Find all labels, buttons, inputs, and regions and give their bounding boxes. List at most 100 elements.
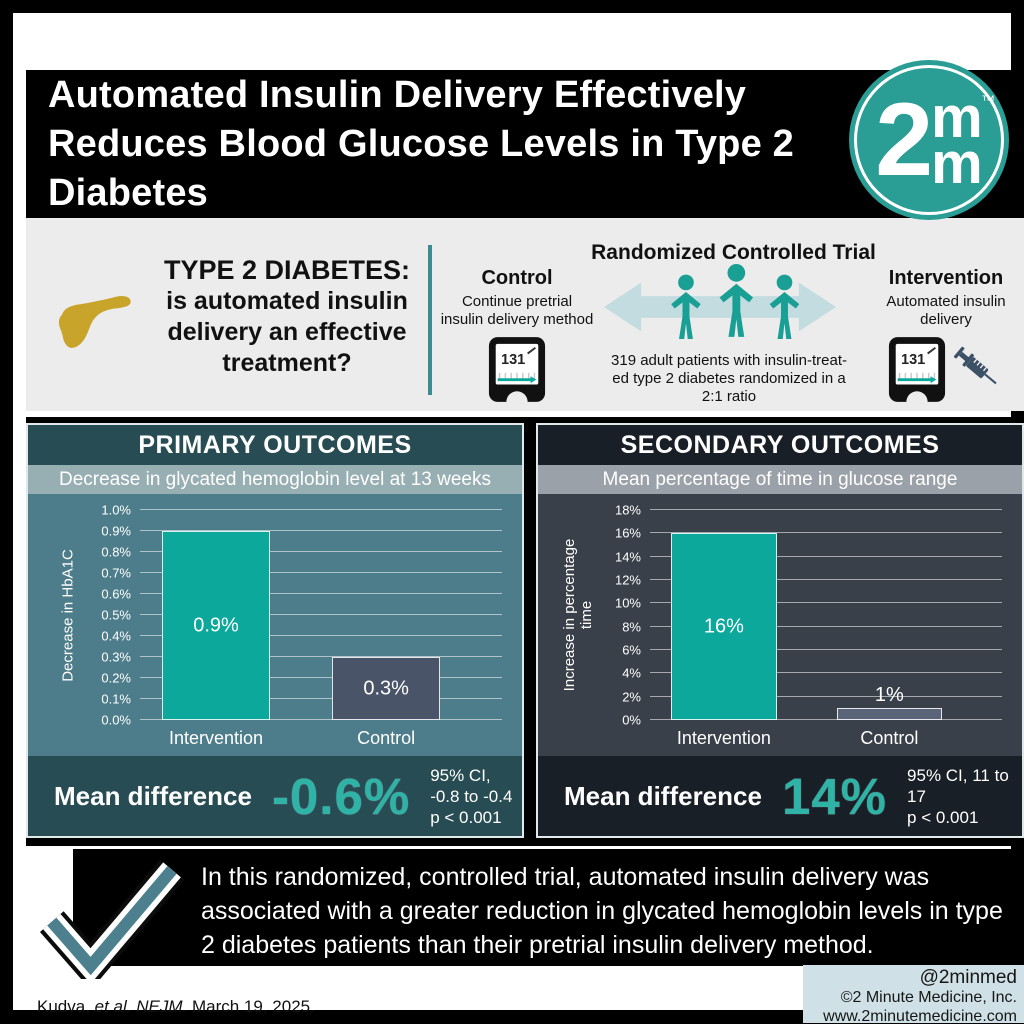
bar-intervention: 0.9% <box>161 531 271 720</box>
intervention-arm: Intervention Automated insulin delivery … <box>871 267 1021 404</box>
gridline <box>650 695 1002 697</box>
p-value: p < 0.001 <box>907 807 979 827</box>
bar-control: 0.3% <box>331 657 441 720</box>
y-tick-label: 2% <box>622 689 641 705</box>
confidence-interval: 95% CI, 11 to 17 p < 0.001 <box>907 765 1022 828</box>
syringe-icon <box>953 346 997 385</box>
gridline <box>650 579 1002 581</box>
secondary-outcomes-panel: SECONDARY OUTCOMES Mean percentage of ti… <box>536 423 1024 838</box>
y-tick-label: 18% <box>614 502 641 518</box>
secondary-outcomes-header: SECONDARY OUTCOMES <box>538 425 1022 465</box>
primary-outcomes-header: PRIMARY OUTCOMES <box>28 425 522 465</box>
glucose-monitor-icon: 131 <box>488 337 546 402</box>
intervention-description: Automated insulin delivery <box>886 293 1006 328</box>
gridline <box>650 509 1002 510</box>
section-divider <box>428 245 432 395</box>
logo-ring <box>854 65 1004 215</box>
mean-difference-value: 14% <box>781 767 888 825</box>
primary-chart: Decrease in HbA1C 0.0% 0.1% 0.2% 0.3% 0.4% 0.… <box>28 494 522 756</box>
y-tick-label: 0.9% <box>101 523 131 539</box>
bar-value-label: 1% <box>874 684 904 707</box>
gridline <box>650 625 1002 627</box>
website-url: www.2minutemedicine.com <box>823 1008 1017 1024</box>
gridline <box>140 719 502 720</box>
gridline <box>140 530 502 531</box>
gridline <box>140 698 502 699</box>
gridline <box>140 593 502 594</box>
y-tick-label: 0.5% <box>101 607 131 623</box>
study-overview-section: TYPE 2 DIABETES: is automated insulin de… <box>26 218 1024 411</box>
bar-intervention: 16% <box>671 533 777 720</box>
ci-text: 95% CI, 11 to 17 <box>907 765 1009 806</box>
gridline <box>650 555 1002 557</box>
y-tick-label: 0.1% <box>101 691 131 707</box>
plot-area: 0.0% 0.1% 0.2% 0.3% 0.4% 0.5% 0.6% 0.7% 0.8% 0.9%… <box>101 503 502 748</box>
credits-box: @2minmed ©2 Minute Medicine, Inc. www.2m… <box>803 965 1024 1024</box>
double-arrow-icon <box>604 282 836 332</box>
y-tick-label: 8% <box>622 619 641 635</box>
gridline <box>650 532 1002 534</box>
social-handle: @2minmed <box>919 967 1017 988</box>
y-tick-label: 1.0% <box>101 502 131 518</box>
charts-section: PRIMARY OUTCOMES Decrease in glycated he… <box>26 417 1024 846</box>
gridline <box>140 635 502 636</box>
citation-date: March 19, 2025. <box>187 997 315 1016</box>
logo-text: 2 m m <box>849 60 1009 220</box>
mean-difference-band: Mean difference -0.6% 95% CI, -0.8 to -0… <box>28 756 522 836</box>
control-arm: Control Continue pretrial insulin delive… <box>439 267 595 404</box>
mean-difference-value: -0.6% <box>271 767 411 825</box>
x-category-label: Control <box>860 728 919 748</box>
logo-numeral: 2 <box>875 82 933 198</box>
gridline <box>650 672 1002 674</box>
intervention-label: Intervention <box>888 267 1004 289</box>
question-block: TYPE 2 DIABETES: is automated insulin de… <box>148 254 426 379</box>
copyright-text: ©2 Minute Medicine, Inc. <box>840 989 1017 1006</box>
gridline <box>650 649 1002 651</box>
y-tick-label: 6% <box>622 642 641 658</box>
citation-journal: et al. NEJM. <box>94 997 188 1016</box>
plot-area: 0% 2% 4% 6% 8% 10% 12% 14% 16% 18% 16% Intervention… <box>615 503 1002 748</box>
gridline <box>140 656 502 657</box>
page-title-line: Automated Insulin Delivery Effectively <box>48 74 747 116</box>
2mm-logo: 2 m m ™ <box>849 60 1009 220</box>
y-axis-title-wrap: Increase in percentage time <box>538 510 618 720</box>
y-tick-label: 0.4% <box>101 628 131 644</box>
randomization-line: 2:1 ratio <box>701 388 757 405</box>
y-tick-label: 0.8% <box>101 544 131 560</box>
x-category-label: Intervention <box>168 728 264 748</box>
gridline <box>140 677 502 678</box>
patients-icon <box>671 264 800 339</box>
y-tick-label: 0.0% <box>101 712 131 728</box>
y-tick-label: 0.6% <box>101 586 131 602</box>
y-axis-title: Decrease in HbA1C <box>59 548 77 682</box>
x-category-label: Control <box>357 728 416 748</box>
logo-m-top: m <box>931 85 983 150</box>
secondary-chart: Increase in percentage time 0% 2% 4% 6% 8% 10… <box>538 494 1022 756</box>
bar-control: 1% <box>836 684 943 720</box>
y-tick-label: 12% <box>614 572 641 588</box>
conclusion-box: In this randomized, controlled trial, au… <box>73 849 1024 966</box>
gridline <box>140 614 502 615</box>
primary-outcomes-panel: PRIMARY OUTCOMES Decrease in glycated he… <box>26 423 524 838</box>
gridline <box>650 719 1002 720</box>
page-background: Automated Insulin Delivery Effectively R… <box>13 13 1024 1024</box>
y-tick-label: 0.2% <box>101 670 131 686</box>
bar-value-label: 0.9% <box>193 614 239 636</box>
mean-difference-label: Mean difference <box>54 780 252 811</box>
secondary-outcomes-subtitle: Mean percentage of time in glucose range <box>538 465 1022 494</box>
glucose-monitor-icon: 131 <box>888 337 945 402</box>
y-axis-title-wrap: Decrease in HbA1C <box>28 510 108 720</box>
citation-author: Kudva, <box>37 997 95 1016</box>
randomization-note: 319 adult patients with insulin-treat- e… <box>609 352 849 406</box>
monitor-reading: 131 <box>501 352 525 368</box>
y-tick-label: 16% <box>614 525 641 541</box>
control-description: Continue pretrial insulin delivery metho… <box>440 293 594 328</box>
gridline <box>650 602 1002 604</box>
gridline <box>140 572 502 573</box>
question-heading: TYPE 2 DIABETES: <box>163 255 411 285</box>
y-tick-label: 0.7% <box>101 565 131 581</box>
y-tick-label: 4% <box>622 665 641 681</box>
trademark-symbol: ™ <box>981 92 995 108</box>
gridline <box>140 509 502 510</box>
